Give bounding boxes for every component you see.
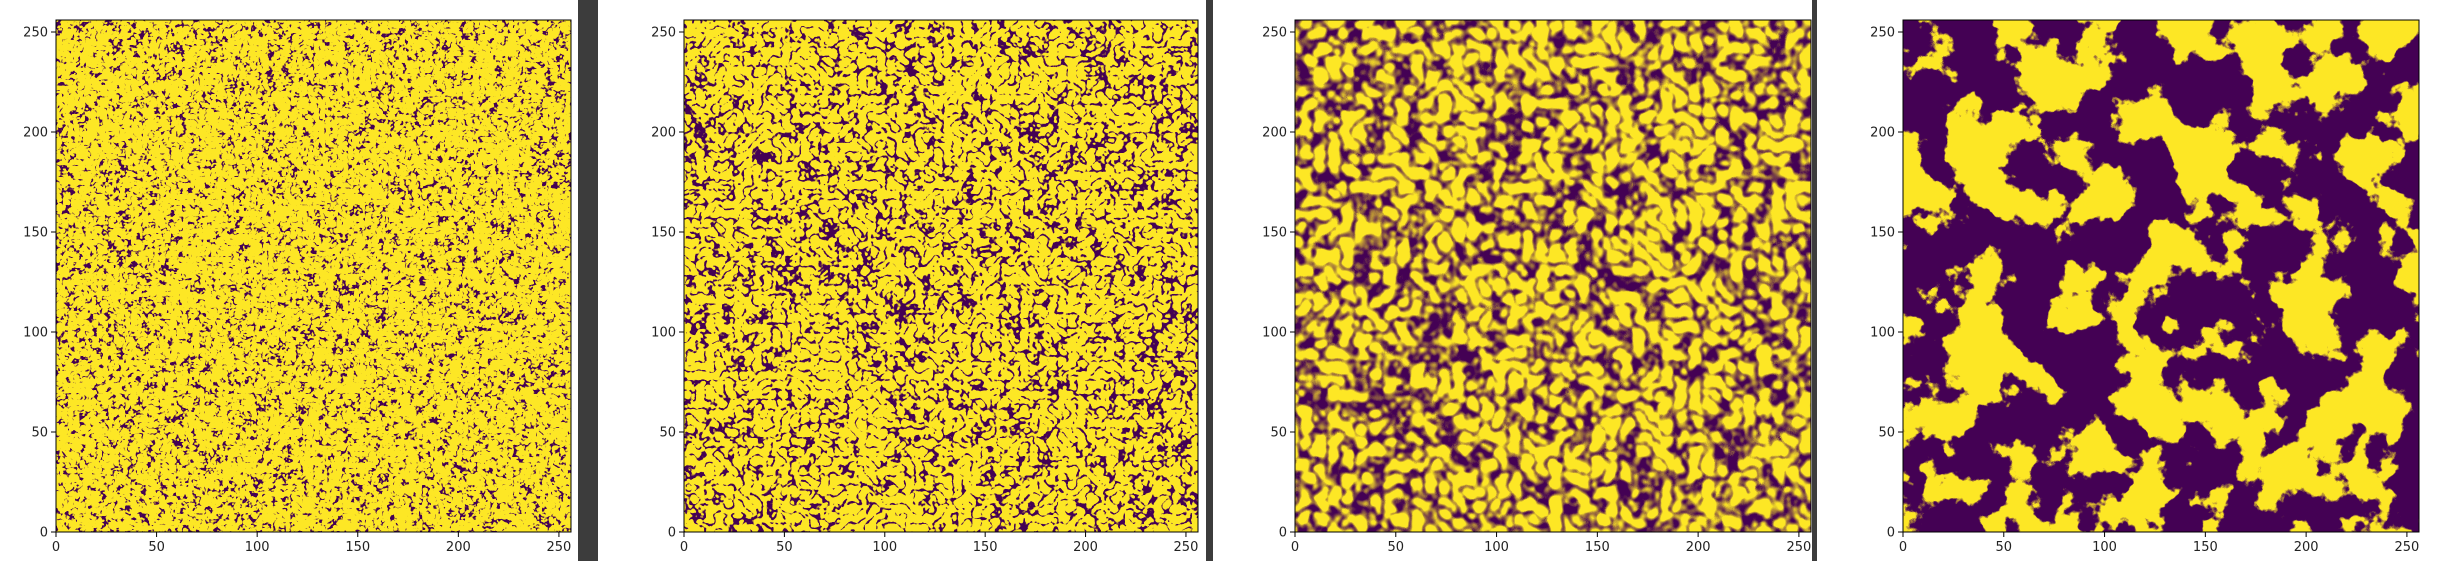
x-tick-label: 100: [1484, 540, 1509, 555]
x-tick-label: 150: [345, 540, 370, 555]
y-tick-label: 0: [1887, 526, 1895, 541]
y-tick-label: 50: [1270, 426, 1287, 441]
axes-frame: [1902, 19, 2420, 533]
x-tick-label: 100: [872, 540, 897, 555]
heatmap-image: [1295, 20, 1811, 532]
heatmap-image: [1903, 20, 2419, 532]
axes-frame: [683, 19, 1199, 533]
x-tick-label: 250: [1786, 540, 1811, 555]
x-tick-label: 100: [245, 540, 270, 555]
x-tick-label: 150: [973, 540, 998, 555]
y-tick-label: 50: [1878, 426, 1895, 441]
axes-frame: [1294, 19, 1812, 533]
y-tick-label: 100: [23, 326, 48, 341]
panel-divider-1: [578, 0, 598, 561]
x-tick-label: 50: [776, 540, 793, 555]
x-tick-label: 200: [1686, 540, 1711, 555]
x-tick-label: 200: [2294, 540, 2319, 555]
y-tick-label: 50: [659, 426, 676, 441]
x-tick-label: 150: [2193, 540, 2218, 555]
x-tick-label: 200: [1073, 540, 1098, 555]
heatmap-panel-2: 0 50 100 150 200 250 0 50 100 150 200 250: [651, 19, 1199, 555]
heatmap-image: [56, 20, 571, 532]
heatmap-image: [684, 20, 1198, 532]
x-tick-label: 150: [1585, 540, 1610, 555]
y-tick-label: 100: [651, 326, 676, 341]
y-tick-label: 0: [40, 526, 48, 541]
y-tick-label: 50: [31, 426, 48, 441]
x-tick-label: 250: [1174, 540, 1199, 555]
y-tick-label: 250: [23, 26, 48, 41]
y-tick-label: 200: [651, 126, 676, 141]
x-tick-label: 250: [2394, 540, 2419, 555]
y-tick-label: 150: [651, 226, 676, 241]
panel-divider-3: [1812, 0, 1817, 561]
y-tick-label: 250: [1262, 26, 1287, 41]
x-tick-label: 0: [1899, 540, 1907, 555]
x-tick-label: 200: [446, 540, 471, 555]
y-tick-label: 200: [1870, 126, 1895, 141]
y-tick-label: 0: [668, 526, 676, 541]
x-tick-label: 50: [148, 540, 165, 555]
y-tick-label: 150: [23, 226, 48, 241]
y-tick-label: 150: [1262, 226, 1287, 241]
panel-divider-2: [1206, 0, 1213, 561]
x-tick-label: 0: [1291, 540, 1299, 555]
y-tick-label: 200: [1262, 126, 1287, 141]
y-tick-label: 250: [1870, 26, 1895, 41]
x-tick-label: 50: [1996, 540, 2013, 555]
heatmap-panel-4: 0 50 100 150 200 250 0 50 100 150 200 250: [1870, 19, 2420, 555]
y-tick-label: 200: [23, 126, 48, 141]
y-tick-label: 250: [651, 26, 676, 41]
y-tick-label: 100: [1262, 326, 1287, 341]
x-tick-label: 250: [547, 540, 572, 555]
y-tick-label: 150: [1870, 226, 1895, 241]
x-tick-label: 100: [2092, 540, 2117, 555]
heatmap-panel-3: 0 50 100 150 200 250 0 50 100 150 200 250: [1262, 19, 1812, 555]
axes-frame: [55, 19, 572, 533]
x-tick-label: 0: [52, 540, 60, 555]
heatmap-panel-1: 0 50 100 150 200 250 0 50 100 150 200 250: [23, 19, 572, 555]
y-tick-label: 0: [1279, 526, 1287, 541]
y-tick-label: 100: [1870, 326, 1895, 341]
x-tick-label: 0: [680, 540, 688, 555]
x-tick-label: 50: [1388, 540, 1405, 555]
